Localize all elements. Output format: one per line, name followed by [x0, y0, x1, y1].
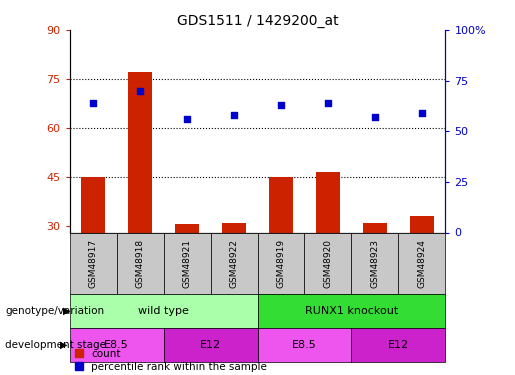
- Bar: [258, 328, 352, 362]
- Text: E8.5: E8.5: [104, 340, 129, 350]
- Bar: [164, 328, 258, 362]
- Point: [230, 112, 238, 118]
- Bar: [399, 232, 445, 294]
- Point: [324, 100, 332, 106]
- Text: GSM48920: GSM48920: [323, 239, 333, 288]
- Bar: [116, 232, 164, 294]
- Bar: [363, 223, 387, 232]
- Bar: [175, 224, 199, 232]
- Bar: [70, 294, 258, 328]
- Point: [371, 114, 379, 120]
- Point: [418, 110, 426, 116]
- Bar: [70, 328, 164, 362]
- Text: GSM48923: GSM48923: [370, 239, 380, 288]
- Bar: [304, 232, 352, 294]
- Bar: [70, 232, 116, 294]
- Text: GSM48918: GSM48918: [135, 239, 145, 288]
- Legend: count, percentile rank within the sample: count, percentile rank within the sample: [75, 348, 267, 372]
- Bar: [211, 232, 258, 294]
- Text: GSM48917: GSM48917: [89, 239, 97, 288]
- Bar: [164, 232, 211, 294]
- Bar: [128, 72, 152, 232]
- Text: E8.5: E8.5: [292, 340, 317, 350]
- Text: wild type: wild type: [138, 306, 189, 316]
- Bar: [222, 223, 246, 232]
- Text: development stage: development stage: [5, 340, 106, 350]
- Text: RUNX1 knockout: RUNX1 knockout: [305, 306, 398, 316]
- Bar: [269, 177, 293, 232]
- Text: ▶: ▶: [63, 306, 71, 316]
- Bar: [81, 177, 105, 232]
- Title: GDS1511 / 1429200_at: GDS1511 / 1429200_at: [177, 13, 338, 28]
- Point: [136, 88, 144, 94]
- Text: GSM48924: GSM48924: [418, 239, 426, 288]
- Text: E12: E12: [388, 340, 409, 350]
- Text: ▶: ▶: [60, 340, 67, 350]
- Text: GSM48922: GSM48922: [230, 239, 238, 288]
- Bar: [258, 232, 304, 294]
- Bar: [410, 216, 434, 232]
- Text: E12: E12: [200, 340, 221, 350]
- Text: GSM48919: GSM48919: [277, 239, 285, 288]
- Point: [277, 102, 285, 108]
- Text: genotype/variation: genotype/variation: [5, 306, 104, 316]
- Bar: [258, 294, 445, 328]
- Text: GSM48921: GSM48921: [182, 239, 192, 288]
- Bar: [352, 328, 445, 362]
- Point: [89, 100, 97, 106]
- Bar: [352, 232, 399, 294]
- Point: [183, 116, 191, 122]
- Bar: [316, 172, 340, 232]
